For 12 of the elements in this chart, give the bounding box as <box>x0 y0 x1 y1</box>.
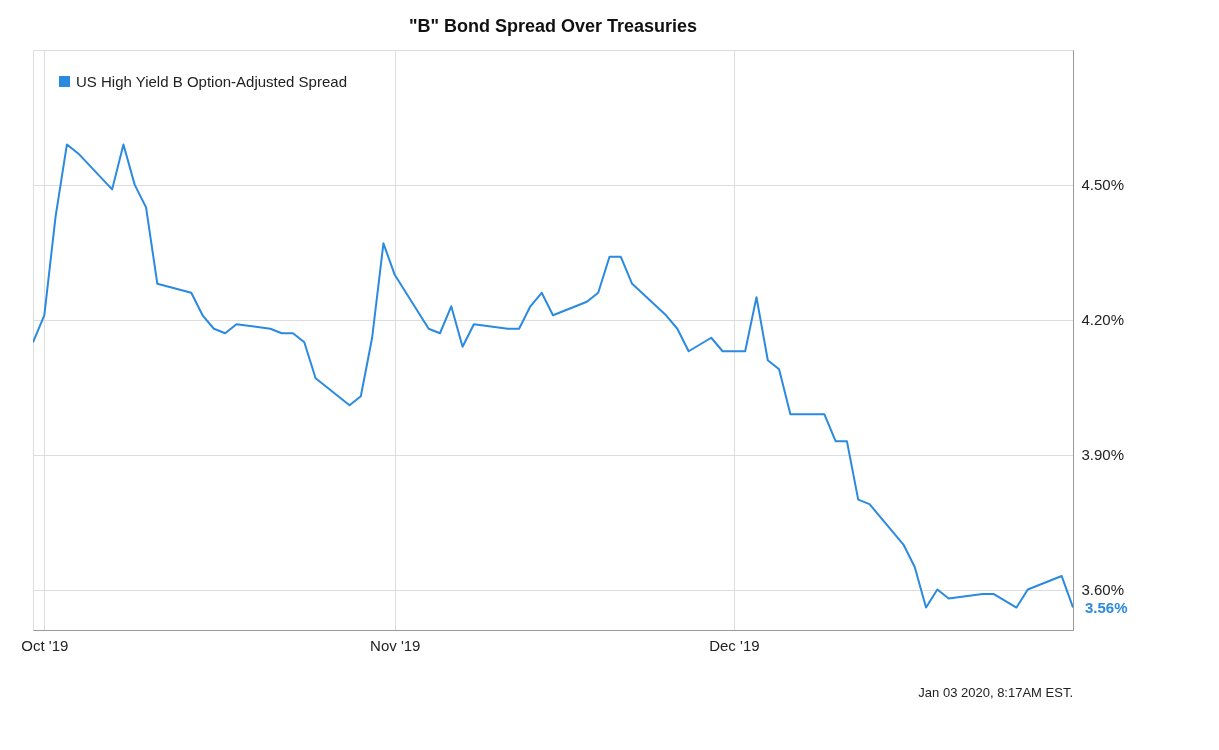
x-tick-label: Nov '19 <box>370 636 421 654</box>
line-series <box>33 143 1073 609</box>
y-tick-label: 3.60% <box>1081 581 1125 599</box>
text: Jan 03 2020, 8:17AM EST. <box>918 685 1073 700</box>
chart-title: "B" Bond Spread Over Treasuries <box>408 16 698 36</box>
y-tick-label: 4.50% <box>1081 176 1125 194</box>
y-tick-label: 3.90% <box>1081 446 1125 464</box>
annotation: 3.56% <box>1085 598 1128 616</box>
y-tick-label: 4.20% <box>1081 311 1125 329</box>
x-tick-label: Dec '19 <box>709 636 760 654</box>
legend-label: US High Yield B Option-Adjusted Spread <box>76 72 347 90</box>
x-tick-label: Oct '19 <box>21 636 69 654</box>
